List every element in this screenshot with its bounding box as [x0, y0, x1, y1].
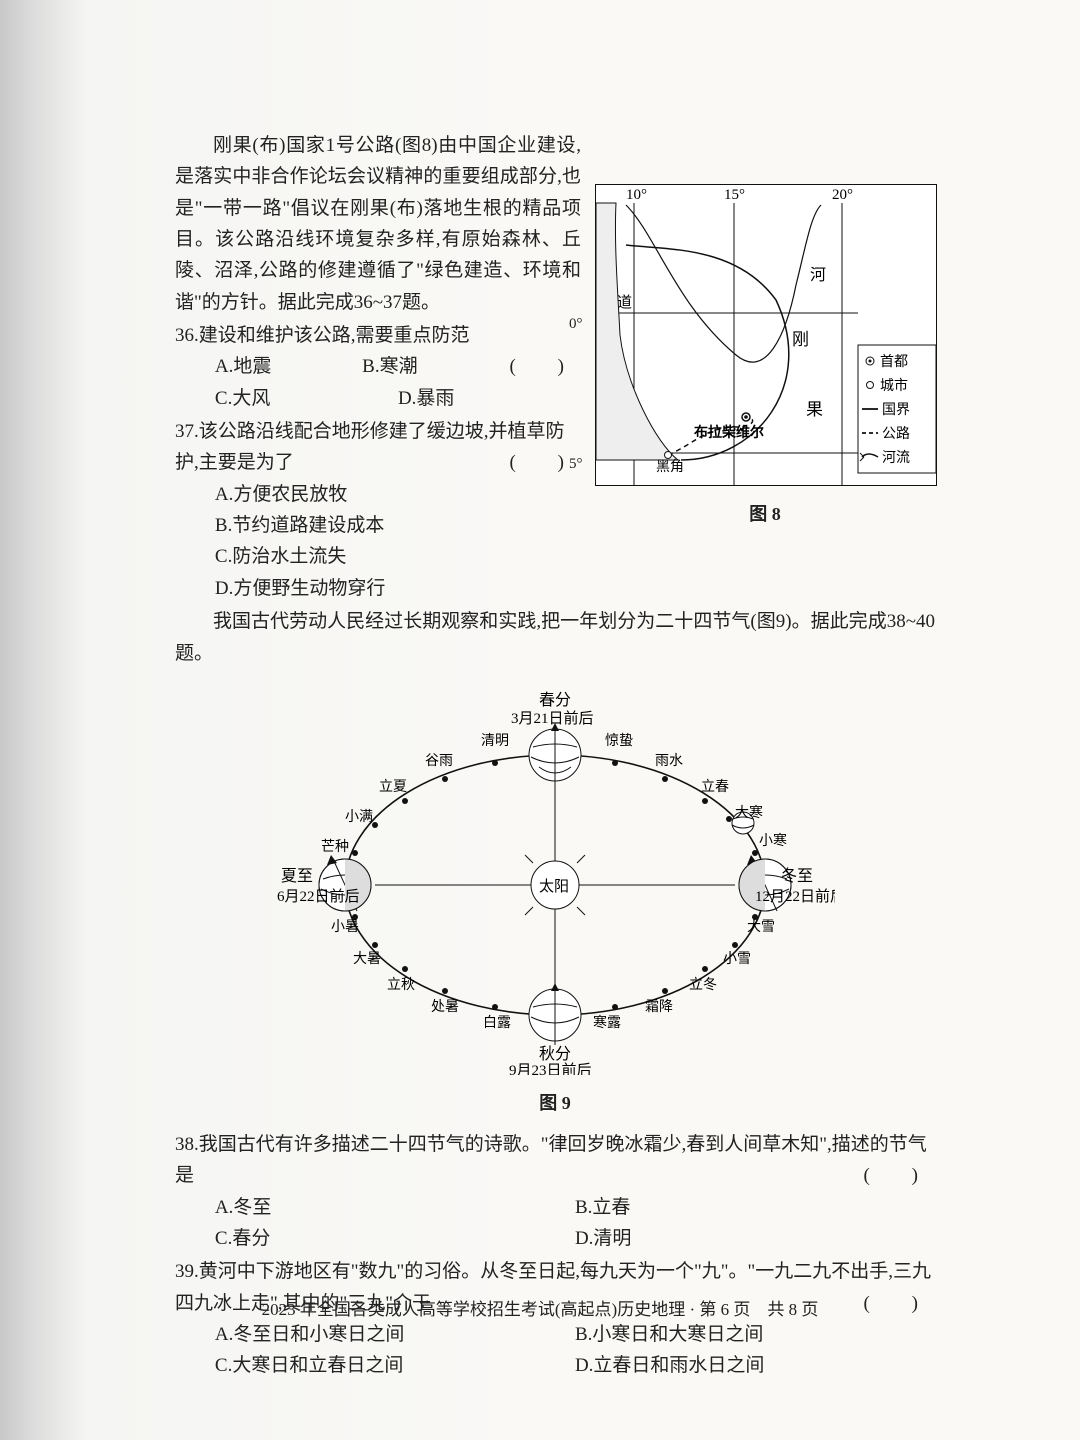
country-lbl2: 果	[806, 400, 823, 419]
svg-text:大雪: 大雪	[747, 919, 775, 935]
q36-opt-b[interactable]: B.寒潮	[362, 351, 509, 382]
answer-blank[interactable]: ( )	[509, 351, 581, 382]
q36-stem: 36.建设和维护该公路,需要重点防范	[175, 325, 470, 346]
svg-text:清明: 清明	[481, 733, 509, 749]
svg-text:立冬: 立冬	[689, 977, 717, 993]
q36-opt-d[interactable]: D.暴雨	[398, 383, 581, 414]
river-label: 河	[810, 266, 826, 284]
svg-text:立秋: 立秋	[387, 977, 415, 993]
svg-text:谷雨: 谷雨	[425, 753, 453, 769]
page-scan: 10° 15° 20° 赤道 河 刚 果	[0, 0, 1080, 1440]
svg-text:立夏: 立夏	[379, 779, 407, 795]
svg-text:城市: 城市	[880, 377, 908, 394]
svg-text:大暑: 大暑	[353, 951, 381, 967]
svg-text:寒露: 寒露	[593, 1014, 621, 1031]
earth-spring	[529, 723, 581, 785]
svg-text:霜降: 霜降	[645, 999, 673, 1015]
lat-0: 0°	[569, 312, 583, 337]
q39-opt-a[interactable]: A.冬至日和小寒日之间	[215, 1319, 575, 1350]
q36-opt-a[interactable]: A.地震	[215, 351, 362, 382]
figure-8: 10° 15° 20° 赤道 河 刚 果	[595, 184, 935, 530]
fig9-caption: 图 9	[275, 1089, 835, 1119]
q38-stem: 38.我国古代有许多描述二十四节气的诗歌。"律回岁晚冰霜少,春到人间草木知",描…	[175, 1134, 927, 1186]
svg-text:雨水: 雨水	[655, 753, 683, 769]
svg-text:首都: 首都	[880, 354, 908, 370]
lon-10: 10°	[626, 187, 647, 203]
q37-opt-d[interactable]: D.方便野生动物穿行	[215, 573, 935, 604]
svg-text:公路: 公路	[882, 426, 910, 442]
q37-stem: 37.该公路沿线配合地形修建了缓边坡,并植草防护,主要是为了	[175, 421, 565, 473]
svg-text:小暑: 小暑	[331, 919, 359, 935]
svg-text:小寒: 小寒	[759, 832, 787, 849]
svg-text:大寒: 大寒	[735, 804, 763, 821]
q38-opt-a[interactable]: A.冬至	[215, 1192, 575, 1223]
question-38: 38.我国古代有许多描述二十四节气的诗歌。"律回岁晚冰霜少,春到人间草木知",描…	[175, 1129, 935, 1254]
sun-label: 太阳	[539, 878, 569, 895]
city-2: 黑角	[656, 459, 684, 475]
svg-text:白露: 白露	[483, 1015, 511, 1031]
q36-opt-c[interactable]: C.大风	[215, 383, 398, 414]
svg-text:立春: 立春	[701, 779, 729, 795]
lon-15: 15°	[724, 187, 745, 203]
map-legend: 首都 城市 国界 公路 河流	[858, 345, 936, 473]
city-capital: 布拉柴维尔	[694, 424, 764, 441]
q39-opt-c[interactable]: C.大寒日和立春日之间	[215, 1350, 575, 1381]
content-column: 10° 15° 20° 赤道 河 刚 果	[175, 130, 935, 1382]
svg-text:惊蛰: 惊蛰	[605, 733, 633, 749]
country-lbl1: 刚	[792, 330, 809, 349]
svg-text:12月22日前后: 12月22日前后	[755, 888, 835, 905]
svg-text:处暑: 处暑	[431, 999, 459, 1015]
svg-text:3月21日前后: 3月21日前后	[511, 710, 594, 727]
lon-20: 20°	[832, 187, 853, 203]
q37-opt-c[interactable]: C.防治水土流失	[215, 541, 935, 572]
q38-opt-b[interactable]: B.立春	[575, 1192, 935, 1223]
earth-autumn	[529, 983, 581, 1045]
map-svg: 10° 15° 20° 赤道 河 刚 果	[595, 184, 937, 486]
svg-text:小满: 小满	[345, 809, 373, 825]
lat-5: 5°	[569, 452, 583, 477]
q38-opt-d[interactable]: D.清明	[575, 1223, 935, 1254]
svg-text:国界: 国界	[882, 403, 910, 418]
svg-text:冬至: 冬至	[781, 867, 813, 885]
fig9-svg: 太阳	[275, 675, 835, 1075]
figure-9: 太阳	[275, 675, 835, 1119]
answer-blank[interactable]: ( )	[863, 1160, 935, 1191]
svg-text:河流: 河流	[882, 450, 910, 466]
svg-text:秋分: 秋分	[539, 1045, 571, 1063]
svg-text:芒种: 芒种	[321, 839, 349, 855]
q38-opt-c[interactable]: C.春分	[215, 1223, 575, 1254]
q39-opt-b[interactable]: B.小寒日和大寒日之间	[575, 1319, 935, 1350]
intro-2: 我国古代劳动人民经过长期观察和实践,把一年划分为二十四节气(图9)。据此完成38…	[175, 606, 935, 669]
svg-text:春分: 春分	[539, 691, 571, 709]
fig8-caption: 图 8	[595, 500, 935, 530]
svg-text:9月23日前后: 9月23日前后	[509, 1062, 592, 1075]
svg-text:夏至: 夏至	[281, 868, 313, 885]
page-footer: 2023 年全国各类成人高等学校招生考试(高起点)历史地理 · 第 6 页 共 …	[0, 1295, 1080, 1320]
svg-text:小雪: 小雪	[723, 951, 751, 967]
q39-opt-d[interactable]: D.立春日和雨水日之间	[575, 1350, 935, 1381]
svg-text:6月22日前后: 6月22日前后	[277, 888, 360, 905]
